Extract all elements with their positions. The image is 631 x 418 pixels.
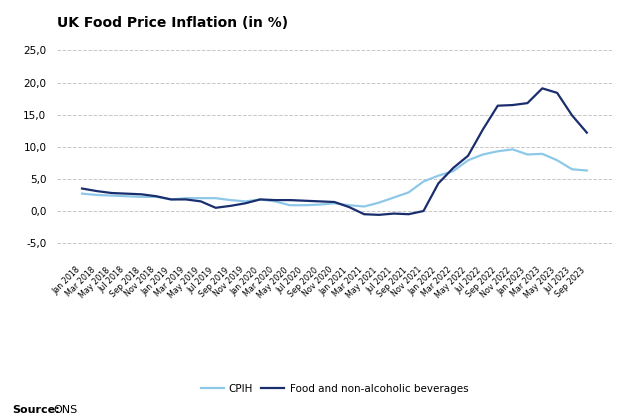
Food and non-alcoholic beverages xyxy=(242,201,249,206)
CPIH xyxy=(197,196,204,201)
CPIH xyxy=(435,173,442,178)
Food and non-alcoholic beverages xyxy=(583,130,591,135)
Food and non-alcoholic beverages xyxy=(331,199,338,204)
Food and non-alcoholic beverages xyxy=(390,211,398,216)
CPIH xyxy=(583,168,591,173)
CPIH xyxy=(167,197,175,202)
CPIH xyxy=(271,199,279,204)
CPIH xyxy=(182,196,190,201)
CPIH xyxy=(509,147,516,152)
Text: ONS: ONS xyxy=(54,405,78,415)
Food and non-alcoholic beverages xyxy=(286,198,293,203)
Food and non-alcoholic beverages xyxy=(138,192,145,197)
Food and non-alcoholic beverages xyxy=(316,199,323,204)
Food and non-alcoholic beverages xyxy=(78,186,86,191)
CPIH xyxy=(375,200,383,205)
Food and non-alcoholic beverages xyxy=(420,209,427,214)
CPIH xyxy=(316,202,323,207)
Text: UK Food Price Inflation (in %): UK Food Price Inflation (in %) xyxy=(57,15,288,30)
Food and non-alcoholic beverages xyxy=(153,194,160,199)
Food and non-alcoholic beverages xyxy=(405,212,413,217)
Food and non-alcoholic beverages xyxy=(538,86,546,91)
CPIH xyxy=(153,194,160,199)
Line: CPIH: CPIH xyxy=(82,149,587,206)
CPIH xyxy=(256,197,264,202)
Line: Food and non-alcoholic beverages: Food and non-alcoholic beverages xyxy=(82,88,587,215)
Food and non-alcoholic beverages xyxy=(197,199,204,204)
Food and non-alcoholic beverages xyxy=(435,181,442,186)
Food and non-alcoholic beverages xyxy=(108,191,115,196)
CPIH xyxy=(405,190,413,195)
CPIH xyxy=(420,179,427,184)
CPIH xyxy=(346,203,353,208)
Food and non-alcoholic beverages xyxy=(449,166,457,171)
CPIH xyxy=(108,193,115,198)
Food and non-alcoholic beverages xyxy=(524,101,531,106)
CPIH xyxy=(123,194,131,199)
Food and non-alcoholic beverages xyxy=(553,90,561,95)
Food and non-alcoholic beverages xyxy=(375,212,383,217)
CPIH xyxy=(138,194,145,199)
CPIH xyxy=(568,167,575,172)
Food and non-alcoholic beverages xyxy=(182,197,190,202)
Food and non-alcoholic beverages xyxy=(509,102,516,107)
Food and non-alcoholic beverages xyxy=(360,212,368,217)
CPIH xyxy=(93,192,101,197)
CPIH xyxy=(78,191,86,196)
CPIH xyxy=(390,195,398,200)
Food and non-alcoholic beverages xyxy=(93,189,101,194)
Food and non-alcoholic beverages xyxy=(256,197,264,202)
CPIH xyxy=(553,158,561,163)
CPIH xyxy=(360,204,368,209)
Legend: CPIH, Food and non-alcoholic beverages: CPIH, Food and non-alcoholic beverages xyxy=(196,380,473,398)
CPIH xyxy=(538,151,546,156)
Food and non-alcoholic beverages xyxy=(271,198,279,203)
Food and non-alcoholic beverages xyxy=(301,198,309,203)
Food and non-alcoholic beverages xyxy=(479,127,487,132)
Food and non-alcoholic beverages xyxy=(464,153,472,158)
Food and non-alcoholic beverages xyxy=(568,113,575,118)
Food and non-alcoholic beverages xyxy=(227,203,234,208)
CPIH xyxy=(286,203,293,208)
CPIH xyxy=(331,201,338,206)
CPIH xyxy=(494,149,502,154)
CPIH xyxy=(301,203,309,208)
CPIH xyxy=(479,152,487,157)
CPIH xyxy=(242,199,249,204)
CPIH xyxy=(524,152,531,157)
Food and non-alcoholic beverages xyxy=(123,191,131,196)
Food and non-alcoholic beverages xyxy=(494,103,502,108)
CPIH xyxy=(464,158,472,163)
Food and non-alcoholic beverages xyxy=(346,205,353,210)
CPIH xyxy=(449,169,457,174)
Food and non-alcoholic beverages xyxy=(212,205,220,210)
Text: Source:: Source: xyxy=(13,405,60,415)
CPIH xyxy=(227,198,234,203)
CPIH xyxy=(212,196,220,201)
Food and non-alcoholic beverages xyxy=(167,197,175,202)
